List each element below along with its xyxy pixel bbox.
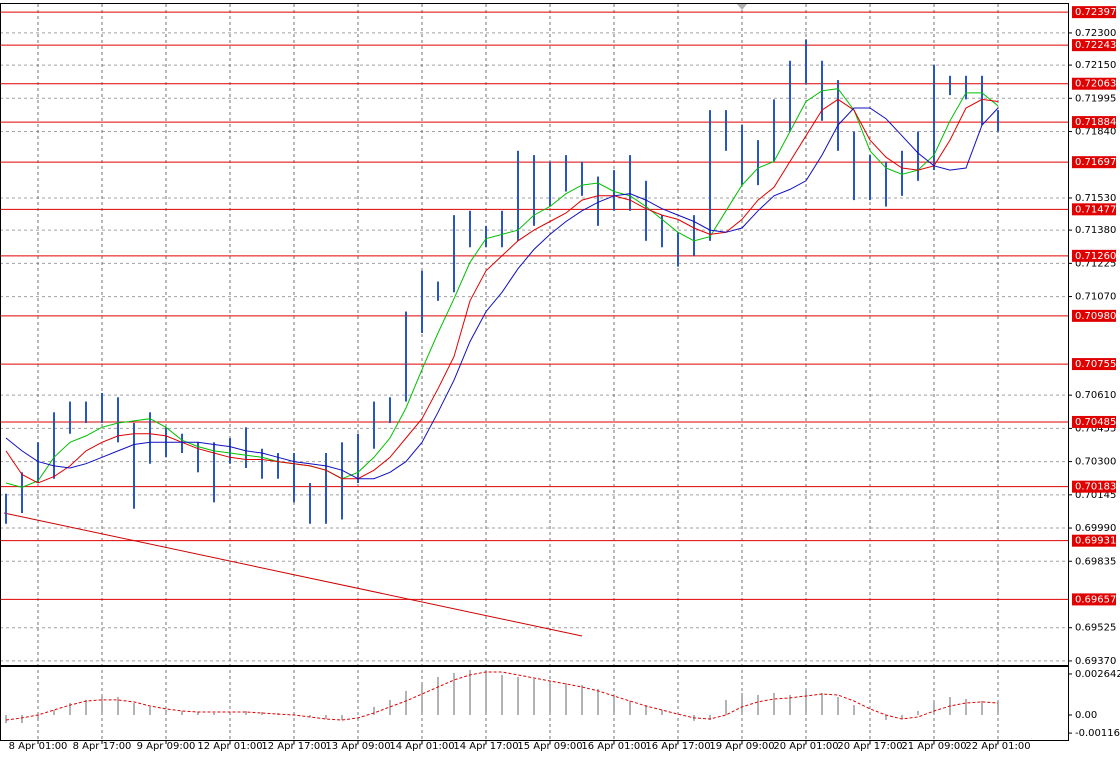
x-tick-label: 20 Apr 01:00 (773, 741, 838, 752)
grid (0, 4, 1068, 740)
price-level-label: 0.72397 (1075, 7, 1116, 18)
y-tick-label: 0.69370 (1075, 656, 1116, 667)
price-level-tag (1072, 6, 1116, 19)
y-tick-label: 0.71995 (1075, 93, 1116, 104)
y-tick-label: 0.71380 (1075, 225, 1116, 236)
price-level-tag (1072, 39, 1116, 52)
price-level-label: 0.72063 (1075, 79, 1116, 90)
price-level-label: 0.70485 (1075, 417, 1116, 428)
price-level-tag (1072, 156, 1116, 169)
price-level-label: 0.69931 (1075, 536, 1116, 547)
x-tick-label: 12 Apr 17:00 (261, 741, 326, 752)
price-level-tag (1072, 593, 1116, 606)
price-level-tag (1072, 249, 1116, 262)
y-tick-label: 0.70300 (1075, 457, 1116, 468)
price-level-tag (1072, 309, 1116, 322)
y-tick-label: 0.72150 (1075, 60, 1116, 71)
x-tick-label: 16 Apr 01:00 (581, 741, 646, 752)
moving-average (5, 107, 999, 480)
y-tick-label: 0.71530 (1075, 193, 1116, 204)
price-level-tag (1072, 77, 1116, 90)
price-level-tag (1072, 480, 1116, 493)
moving-average (5, 88, 999, 488)
trend-line (3, 512, 583, 637)
y-tick-label: 0.71225 (1075, 258, 1116, 269)
y-tick-label: 0.71840 (1075, 127, 1116, 138)
x-tick-label: 14 Apr 01:00 (389, 741, 454, 752)
x-tick-label: 15 Apr 09:00 (517, 741, 582, 752)
levels (0, 11, 1068, 600)
y-tick-label: 0.70145 (1075, 490, 1116, 501)
price-level-label: 0.71884 (1075, 117, 1116, 128)
price-level-tag (1072, 358, 1116, 371)
x-tick-label: 13 Apr 09:00 (325, 741, 390, 752)
price-level-label: 0.71697 (1075, 157, 1116, 168)
moving-average (5, 98, 999, 484)
price-level-label: 0.71477 (1075, 204, 1116, 215)
y-tick-label: -0.001166 (1075, 728, 1120, 739)
x-tick-label: 19 Apr 09:00 (709, 741, 774, 752)
y-tick-label: 0.69525 (1075, 623, 1116, 634)
marks (5, 39, 999, 724)
y-tick-label: 0.70610 (1075, 390, 1116, 401)
x-tick-label: 12 Apr 01:00 (197, 741, 262, 752)
x-tick-label: 16 Apr 17:00 (645, 741, 710, 752)
labels: 0.72300 0.72150 0.71995 0.71840 0.71530 0.713… (9, 6, 1120, 752)
price-level-label: 0.70183 (1075, 482, 1116, 493)
price-level-tag (1072, 415, 1116, 428)
price-level-label: 0.72243 (1075, 40, 1116, 51)
price-level-tag (1072, 534, 1116, 547)
price-level-label: 0.71260 (1075, 251, 1116, 262)
x-tick-label: 21 Apr 09:00 (901, 741, 966, 752)
price-level-tag (1072, 203, 1116, 216)
x-tick-label: 20 Apr 17:00 (837, 741, 902, 752)
y-tick-label: 0.71070 (1075, 292, 1116, 303)
price-level-label: 0.70755 (1075, 359, 1116, 370)
y-tick-label: 0.69835 (1075, 556, 1116, 567)
x-tick-label: 9 Apr 09:00 (137, 741, 196, 752)
x-tick-label: 8 Apr 17:00 (73, 741, 132, 752)
price-level-label: 0.69657 (1075, 594, 1116, 605)
x-tick-label: 8 Apr 01:00 (9, 741, 68, 752)
y-tick-label: 0.002642 (1075, 669, 1120, 680)
y-tick-label: 0.70455 (1075, 423, 1116, 434)
y-tick-label: 0.72300 (1075, 28, 1116, 39)
price-level-label: 0.70980 (1075, 311, 1116, 322)
price-level-tag (1072, 116, 1116, 129)
x-tick-label: 22 Apr 01:00 (965, 741, 1030, 752)
shift-marker (737, 4, 747, 10)
y-tick-label: 0.00 (1075, 710, 1097, 721)
main-panel-border (0, 3, 1069, 666)
x-tick-label: 14 Apr 17:00 (453, 741, 518, 752)
indicator-panel-border (0, 666, 1069, 741)
y-tick-label: 0.69990 (1075, 523, 1116, 534)
